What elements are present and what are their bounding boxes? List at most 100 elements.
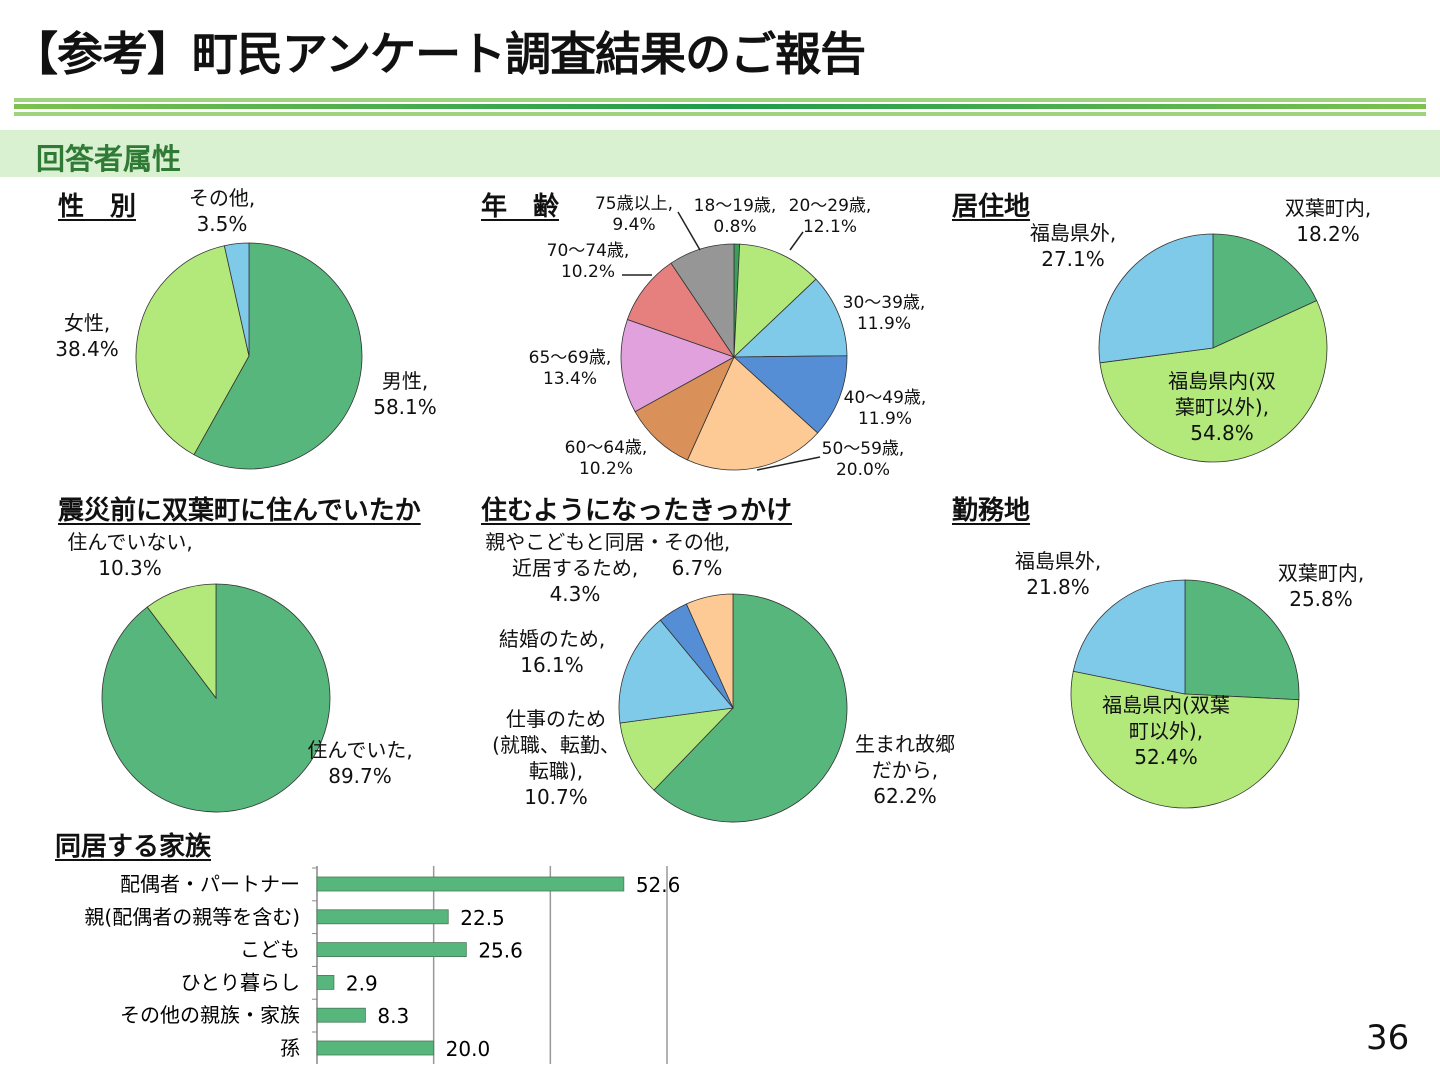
slice-value: 20.0 xyxy=(836,460,890,480)
data-label: 40～49歳, 11.9 xyxy=(844,388,927,430)
slice-value: 12.1 xyxy=(803,217,857,237)
divider xyxy=(14,112,1426,116)
slice-label: 75歳以上, xyxy=(594,194,674,214)
value-label: 25.6 xyxy=(478,939,523,963)
slice-label: 65～69歳, xyxy=(528,348,612,368)
slice-value: 10.3 xyxy=(98,556,162,580)
data-label: 福島県内(双 葉町以外), 54.8 xyxy=(1168,368,1276,446)
data-label: 70～74歳, 10.2 xyxy=(547,241,630,283)
pie-slice xyxy=(1184,579,1300,701)
slice-value: 11.9 xyxy=(857,314,911,334)
slice-value: 4.3 xyxy=(550,582,601,606)
category-label: その他の親族・家族 xyxy=(120,1003,300,1027)
data-label: その他, 3.5 xyxy=(189,185,255,237)
slice-value: 25.8 xyxy=(1289,587,1353,611)
data-label: 住んでいない, 10.3 xyxy=(67,529,192,581)
category-label: 孫 xyxy=(280,1036,300,1060)
pie-slice xyxy=(146,583,217,700)
chart-title-workplace: 勤務地 xyxy=(952,496,1031,526)
data-label: 福島県内(双葉 町以外), 52.4 xyxy=(1102,692,1230,770)
data-label: 生まれ故郷 だから, 62.2 xyxy=(855,731,955,809)
slice-value: 9.4 xyxy=(612,215,655,235)
pie-slice xyxy=(619,707,735,791)
slice-label: 福島県外, xyxy=(1029,221,1117,245)
pie-slice xyxy=(1099,300,1328,463)
slice-value: 11.9 xyxy=(858,409,912,429)
category-label: 配偶者・パートナー xyxy=(120,872,300,896)
data-label: 住んでいた, 89.7 xyxy=(307,737,412,789)
slice-label: 福島県内(双 葉町以外), xyxy=(1168,369,1276,419)
value-label: 20.0 xyxy=(446,1037,491,1061)
slice-value: 3.5 xyxy=(197,212,248,236)
pie-slice xyxy=(685,593,734,709)
pie-slice xyxy=(686,356,819,471)
bar xyxy=(316,876,625,892)
slice-label: 双葉町内, xyxy=(1277,561,1365,585)
data-label: 親やこどもと同居・ 近居するため, 4.3 xyxy=(485,529,665,607)
chart-title-residence: 居住地 xyxy=(952,192,1031,222)
chart-title-before: 震災前に双葉町に住んでいたか xyxy=(58,496,421,526)
slice-value: 10.2 xyxy=(561,262,615,282)
leader-line xyxy=(756,456,821,471)
data-label: その他, 6.7 xyxy=(664,529,730,581)
slice-value: 6.7 xyxy=(672,556,723,580)
data-label: 75歳以上, 9.4 xyxy=(595,194,673,236)
category-label: 親(配偶者の親等を含む) xyxy=(84,905,300,929)
category-label: ひとり暮らし xyxy=(181,970,300,994)
slice-label: 結婚のため, xyxy=(498,627,606,651)
bar xyxy=(316,1040,435,1056)
chart-title-family: 同居する家族 xyxy=(55,832,212,862)
data-label: 18～19歳, 0.8 xyxy=(694,196,777,238)
slice-value: 58.1 xyxy=(373,395,437,419)
slice-value: 18.2 xyxy=(1296,222,1360,246)
slice-value: 10.2 xyxy=(579,459,633,479)
slice-value: 16.1 xyxy=(520,653,584,677)
slice-label: 60～64歳, xyxy=(564,438,648,458)
slice-label: 福島県内(双葉 町以外), xyxy=(1102,693,1230,743)
slice-label: 18～19歳, xyxy=(693,196,777,216)
pie-slice xyxy=(732,278,848,358)
pie-slice xyxy=(618,619,734,724)
slice-label: 仕事のため (就職、転勤、 転職), xyxy=(492,707,620,783)
value-label: 2.9 xyxy=(346,971,378,995)
data-label: 50～59歳, 20.0 xyxy=(822,439,905,481)
page-title: 【参考】町民アンケート調査結果のご報告 xyxy=(12,27,866,81)
slice-label: 20～29歳, xyxy=(788,196,872,216)
pie-slice xyxy=(135,245,250,456)
value-label: 52.6 xyxy=(636,873,681,897)
data-label: 女性, 38.4 xyxy=(55,310,119,362)
data-label: 65～69歳, 13.4 xyxy=(529,348,612,390)
pie-slice xyxy=(620,319,735,413)
slice-value: 62.2 xyxy=(873,784,937,808)
slice-value: 13.4 xyxy=(543,369,597,389)
divider xyxy=(14,98,1426,102)
bar xyxy=(316,942,467,957)
slice-label: 男性, xyxy=(381,369,429,393)
section-band: 回答者属性 xyxy=(0,130,1440,177)
pie-slice xyxy=(1098,233,1214,364)
data-label: 双葉町内, 25.8 xyxy=(1278,560,1364,612)
divider xyxy=(14,104,1426,109)
value-label: 8.3 xyxy=(377,1004,409,1028)
pie-slice xyxy=(223,242,250,357)
slice-value: 52.4 xyxy=(1134,745,1198,769)
page-number: 36 xyxy=(1366,1018,1410,1058)
slice-label: その他, xyxy=(663,530,731,554)
data-label: 20～29歳, 12.1 xyxy=(789,196,872,238)
pie-slice xyxy=(1212,233,1318,349)
slice-label: 双葉町内, xyxy=(1284,196,1372,220)
slice-label: 70～74歳, xyxy=(546,241,630,261)
bar xyxy=(316,975,335,990)
slice-value: 10.7 xyxy=(524,785,588,809)
slice-value: 21.8 xyxy=(1026,575,1090,599)
data-label: 福島県外, 27.1 xyxy=(1030,220,1116,272)
data-label: 結婚のため, 16.1 xyxy=(499,626,605,678)
data-label: 仕事のため (就職、転勤、 転職), 10.7 xyxy=(492,706,620,810)
leader-line xyxy=(677,211,701,251)
category-label: こども xyxy=(240,938,300,962)
slice-label: 30～39歳, xyxy=(842,293,926,313)
data-label: 福島県外, 21.8 xyxy=(1015,548,1101,600)
slice-value: 54.8 xyxy=(1190,421,1254,445)
section-title: 回答者属性 xyxy=(36,142,182,176)
